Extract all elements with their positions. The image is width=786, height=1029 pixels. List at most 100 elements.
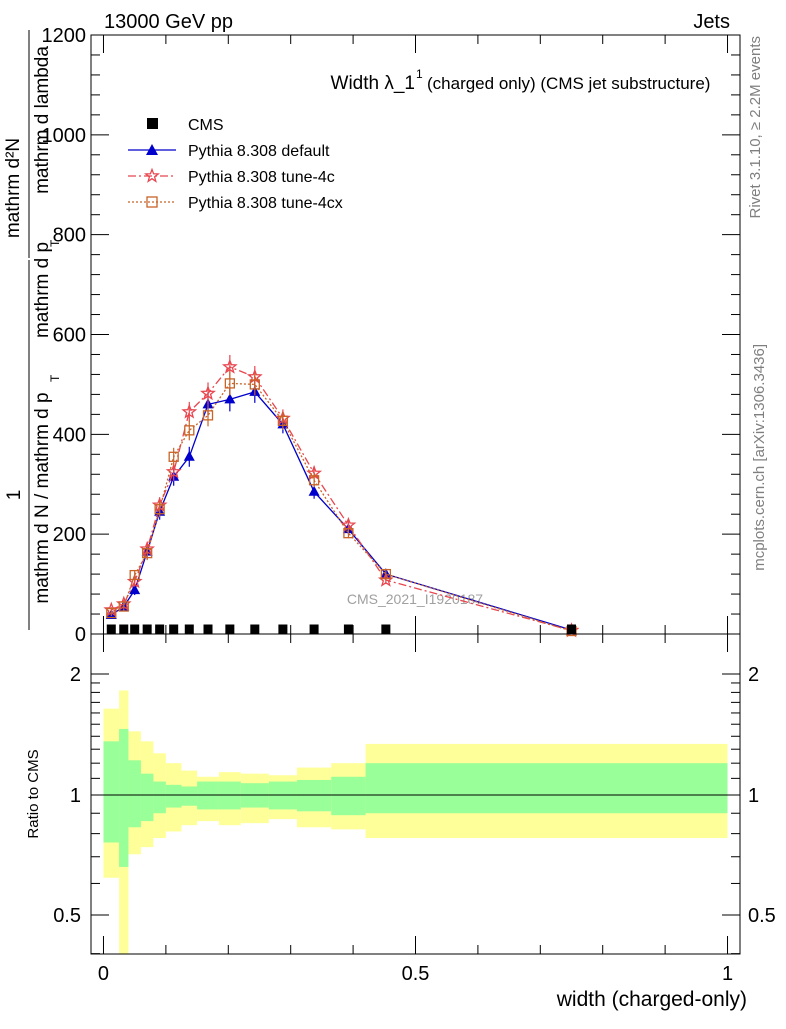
x-axis-label: width (charged-only) [556,988,747,1011]
series-line-0 [110,391,572,631]
series-marker-2 [184,425,195,436]
series-marker-2 [142,547,153,559]
x-tick-label: 1 [722,963,733,985]
legend-label-tune4cx: Pythia 8.308 tune-4cx [188,195,343,212]
ratio-band-stat [197,781,219,810]
y-tick-label-ratio-right: 0.5 [748,905,776,927]
series-marker-1 [165,463,182,479]
y-tick-label-ratio: 2 [70,664,81,686]
series-marker-2 [249,379,260,390]
cms-data-point [203,624,213,634]
y-tick-label-ratio: 1 [70,785,81,807]
series-line-2 [111,382,572,632]
series-marker-2 [106,607,117,619]
cms-data-point [142,624,152,634]
ratio-band-stat [119,728,129,867]
main-panel: 0 200 400 600 800 1000 1200 Width λ_1 1 (charg… [3,25,741,646]
y-tick-label-main: 1200 [42,25,87,47]
ratio-band-stat [181,786,198,806]
analysis-watermark: CMS_2021_I1920187 [347,591,483,607]
cms-data-point [250,624,260,634]
y-label-denominator: mathrm d p [32,242,53,338]
cms-data-layer [106,624,577,634]
legend-label-cms: CMS [188,117,224,134]
main-y-tick-labels: 0 200 400 600 800 1000 1200 [42,25,87,646]
cms-data-point [278,624,288,634]
series-marker-0 [129,584,141,595]
ratio-band-stat [153,781,166,814]
series-marker-2 [168,451,179,462]
cms-data-point [106,624,116,634]
legend-label-default: Pythia 8.308 default [188,143,330,160]
series-marker-0 [183,450,195,461]
ratio-band-stat [140,773,154,822]
cms-data-point [169,624,179,634]
ratio-band-stat [218,781,241,810]
ratio-band-stat [165,784,182,808]
y-tick-label-main: 600 [53,325,86,347]
series-marker-2 [202,410,214,421]
legend-marker-tune4c [144,167,160,183]
legend-marker-cms [147,118,158,129]
y-tick-label-main: 400 [53,424,86,446]
series-marker-1 [181,403,198,419]
series-marker-0 [308,485,320,496]
header-energy-label: 13000 GeV pp [104,11,233,33]
series-marker-1 [200,385,216,401]
y-tick-label-main: 800 [53,225,86,247]
x-tick-labels: 0 0.5 1 [98,963,733,985]
ratio-y-tick-labels: 0.5 0.5 1 1 2 2 [53,664,776,927]
series-marker-1 [340,516,357,532]
series-marker-2 [129,569,140,581]
y-label-prefix-denominator: mathrm d N / mathrm d p [32,392,53,603]
series-marker-0 [224,393,236,404]
ratio-band-stat [268,781,297,810]
ratio-band-stat [128,760,141,828]
series-marker-2 [224,378,235,389]
y-tick-label-ratio-right: 2 [748,664,759,686]
mcplots-reference-label: mcplots.cern.ch [arXiv:1306.3436] [751,344,768,571]
ratio-panel: 0.5 0.5 1 1 2 2 0 0.5 1 Ratio to CMS width (cha… [25,633,776,1011]
cms-data-point [119,624,129,634]
cms-data-point [381,624,391,634]
y-tick-label-main: 0 [75,624,86,646]
cms-data-point [567,624,577,634]
y-tick-label-ratio: 0.5 [53,905,81,927]
y-label-prefix-numerator: 1 [4,490,25,501]
ratio-band-stat [365,763,728,814]
ratio-bands [103,690,728,954]
series-marker-2 [277,415,289,427]
ratio-band-stat [296,779,332,812]
ratio-band-stat [103,741,120,843]
series-marker-2 [308,475,320,486]
legend-marker-default [146,144,158,155]
ratio-ticks [91,634,740,955]
header-jets-label: Jets [693,11,730,33]
y-label-numerator: mathrm d²N [3,138,24,238]
y-tick-label-ratio-right: 1 [748,785,759,807]
rivet-version-label: Rivet 3.1.10, ≥ 2.2M events [747,36,764,219]
series-marker-2 [343,528,354,539]
main-y-axis-label: 1 mathrm d N / mathrm d p T mathrm d²N m… [3,30,62,630]
series-marker-2 [118,601,129,612]
y-label-subscript: T [48,239,62,247]
ratio-band-stat [331,776,366,816]
cms-data-point [130,624,140,634]
cms-data-point [309,624,319,634]
ratio-y-axis-label: Ratio to CMS [25,749,42,838]
legend-label-tune4c: Pythia 8.308 tune-4c [188,169,335,186]
y-tick-label-main: 200 [53,524,86,546]
cms-data-point [155,624,165,634]
series-layer [103,354,580,638]
legend: CMS Pythia 8.308 default Pythia 8.308 tu… [128,117,343,212]
legend-marker-tune4cx [146,196,158,208]
chart-title-superscript: 1 [416,67,423,81]
cms-data-point [184,624,194,634]
cms-data-point [343,624,353,634]
cms-data-point [225,624,235,634]
x-tick-label: 0 [98,963,109,985]
series-marker-2 [380,568,392,580]
y-tick-label-main: 1000 [42,125,87,147]
